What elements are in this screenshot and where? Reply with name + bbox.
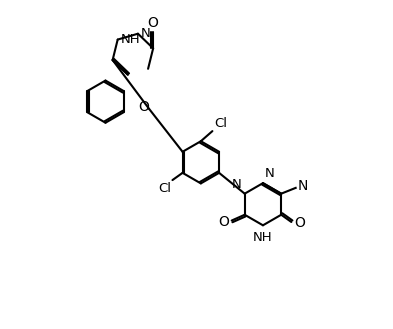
Text: N: N (141, 27, 151, 40)
Text: N: N (264, 167, 274, 180)
Text: NH: NH (253, 231, 273, 244)
Text: Cl: Cl (214, 117, 227, 130)
Text: Cl: Cl (158, 182, 171, 194)
Text: N: N (298, 179, 309, 193)
Text: O: O (218, 215, 229, 229)
Text: O: O (138, 100, 149, 114)
Text: O: O (294, 216, 305, 230)
Text: N: N (232, 178, 242, 191)
Text: NH: NH (121, 33, 140, 46)
Text: O: O (148, 15, 159, 30)
